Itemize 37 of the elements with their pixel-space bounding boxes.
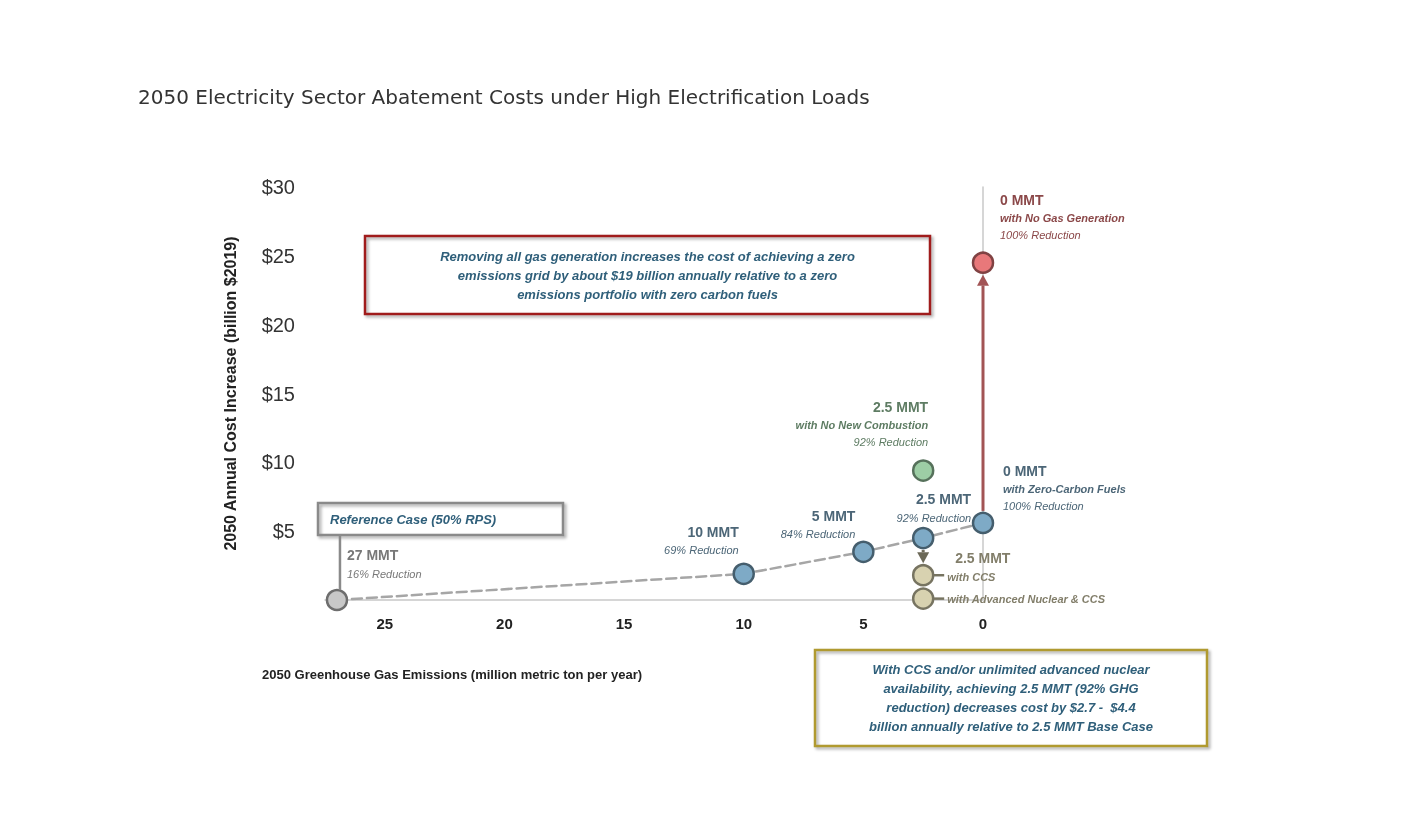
point (911, 563, 935, 587)
annotation: 5 MMT 84% Reduction (780, 507, 856, 541)
annotation: 2.5 MMT (955, 550, 1011, 567)
point (911, 526, 935, 550)
annotation: 27 MMT 16% Reduction (346, 547, 422, 580)
x-tick-label: 5 (859, 615, 868, 632)
point (971, 511, 995, 535)
y-tick-label: $15 (261, 382, 295, 405)
y-tick-label: $30 (261, 176, 295, 198)
x-tick-label: 20 (496, 615, 513, 632)
annotation: 0 MMT with No Gas Generation 100% Reduction (1000, 191, 1125, 242)
x-tick-label: 25 (376, 615, 394, 632)
x-tick-label: 15 (615, 615, 633, 632)
chart-title: 2050 Electricity Sector Abatement Costs under High Electrification Loads (138, 85, 870, 109)
annotation: with CCS (947, 570, 997, 583)
annotation: 2.5 MMT 92% Reduction (896, 491, 972, 524)
annotation: 2.5 MMT with No New Combustion 92% Reduction (795, 398, 929, 449)
annotation: Removing all gas generation increases the cost of achieving a zero emissions grid by about $19 billion annually relative to a zero emissions portfolio with zero carbon fuels (440, 248, 855, 302)
point (852, 540, 875, 564)
y-tick-label: $10 (261, 451, 295, 474)
point (325, 588, 349, 612)
point (732, 562, 755, 586)
point (911, 587, 935, 610)
annotation: with Advanced Nuclear & CCS (947, 593, 1106, 606)
annotation: 0 MMT with Zero-Carbon Fuels 100% Reduction (1003, 462, 1126, 513)
x-axis-title: 2050 Greenhouse Gas Emissions (million metric ton per year) (262, 667, 643, 682)
annotation: 10 MMT 69% Reduction (664, 523, 740, 557)
point (971, 251, 995, 274)
y-tick-label: $20 (261, 313, 295, 336)
text: With CCS and/or unlimited advanced nuclear availability, achieving 2.5 MMT (92% GHG reduction) decreases cost by $2.7 - $4.4 billion annually relative to 2.5 MMT Base Case (869, 662, 1153, 734)
x-tick-label: 10 (735, 615, 753, 632)
point (911, 459, 935, 482)
y-tick-label: $25 (261, 244, 295, 267)
y-tick-label: $5 (272, 520, 295, 543)
annotation: Reference Case (50% RPS) (330, 511, 497, 527)
x-tick-label: 0 (978, 615, 988, 632)
y-axis-title: 2050 Annual Cost Increase (billion $2019) (221, 236, 239, 551)
